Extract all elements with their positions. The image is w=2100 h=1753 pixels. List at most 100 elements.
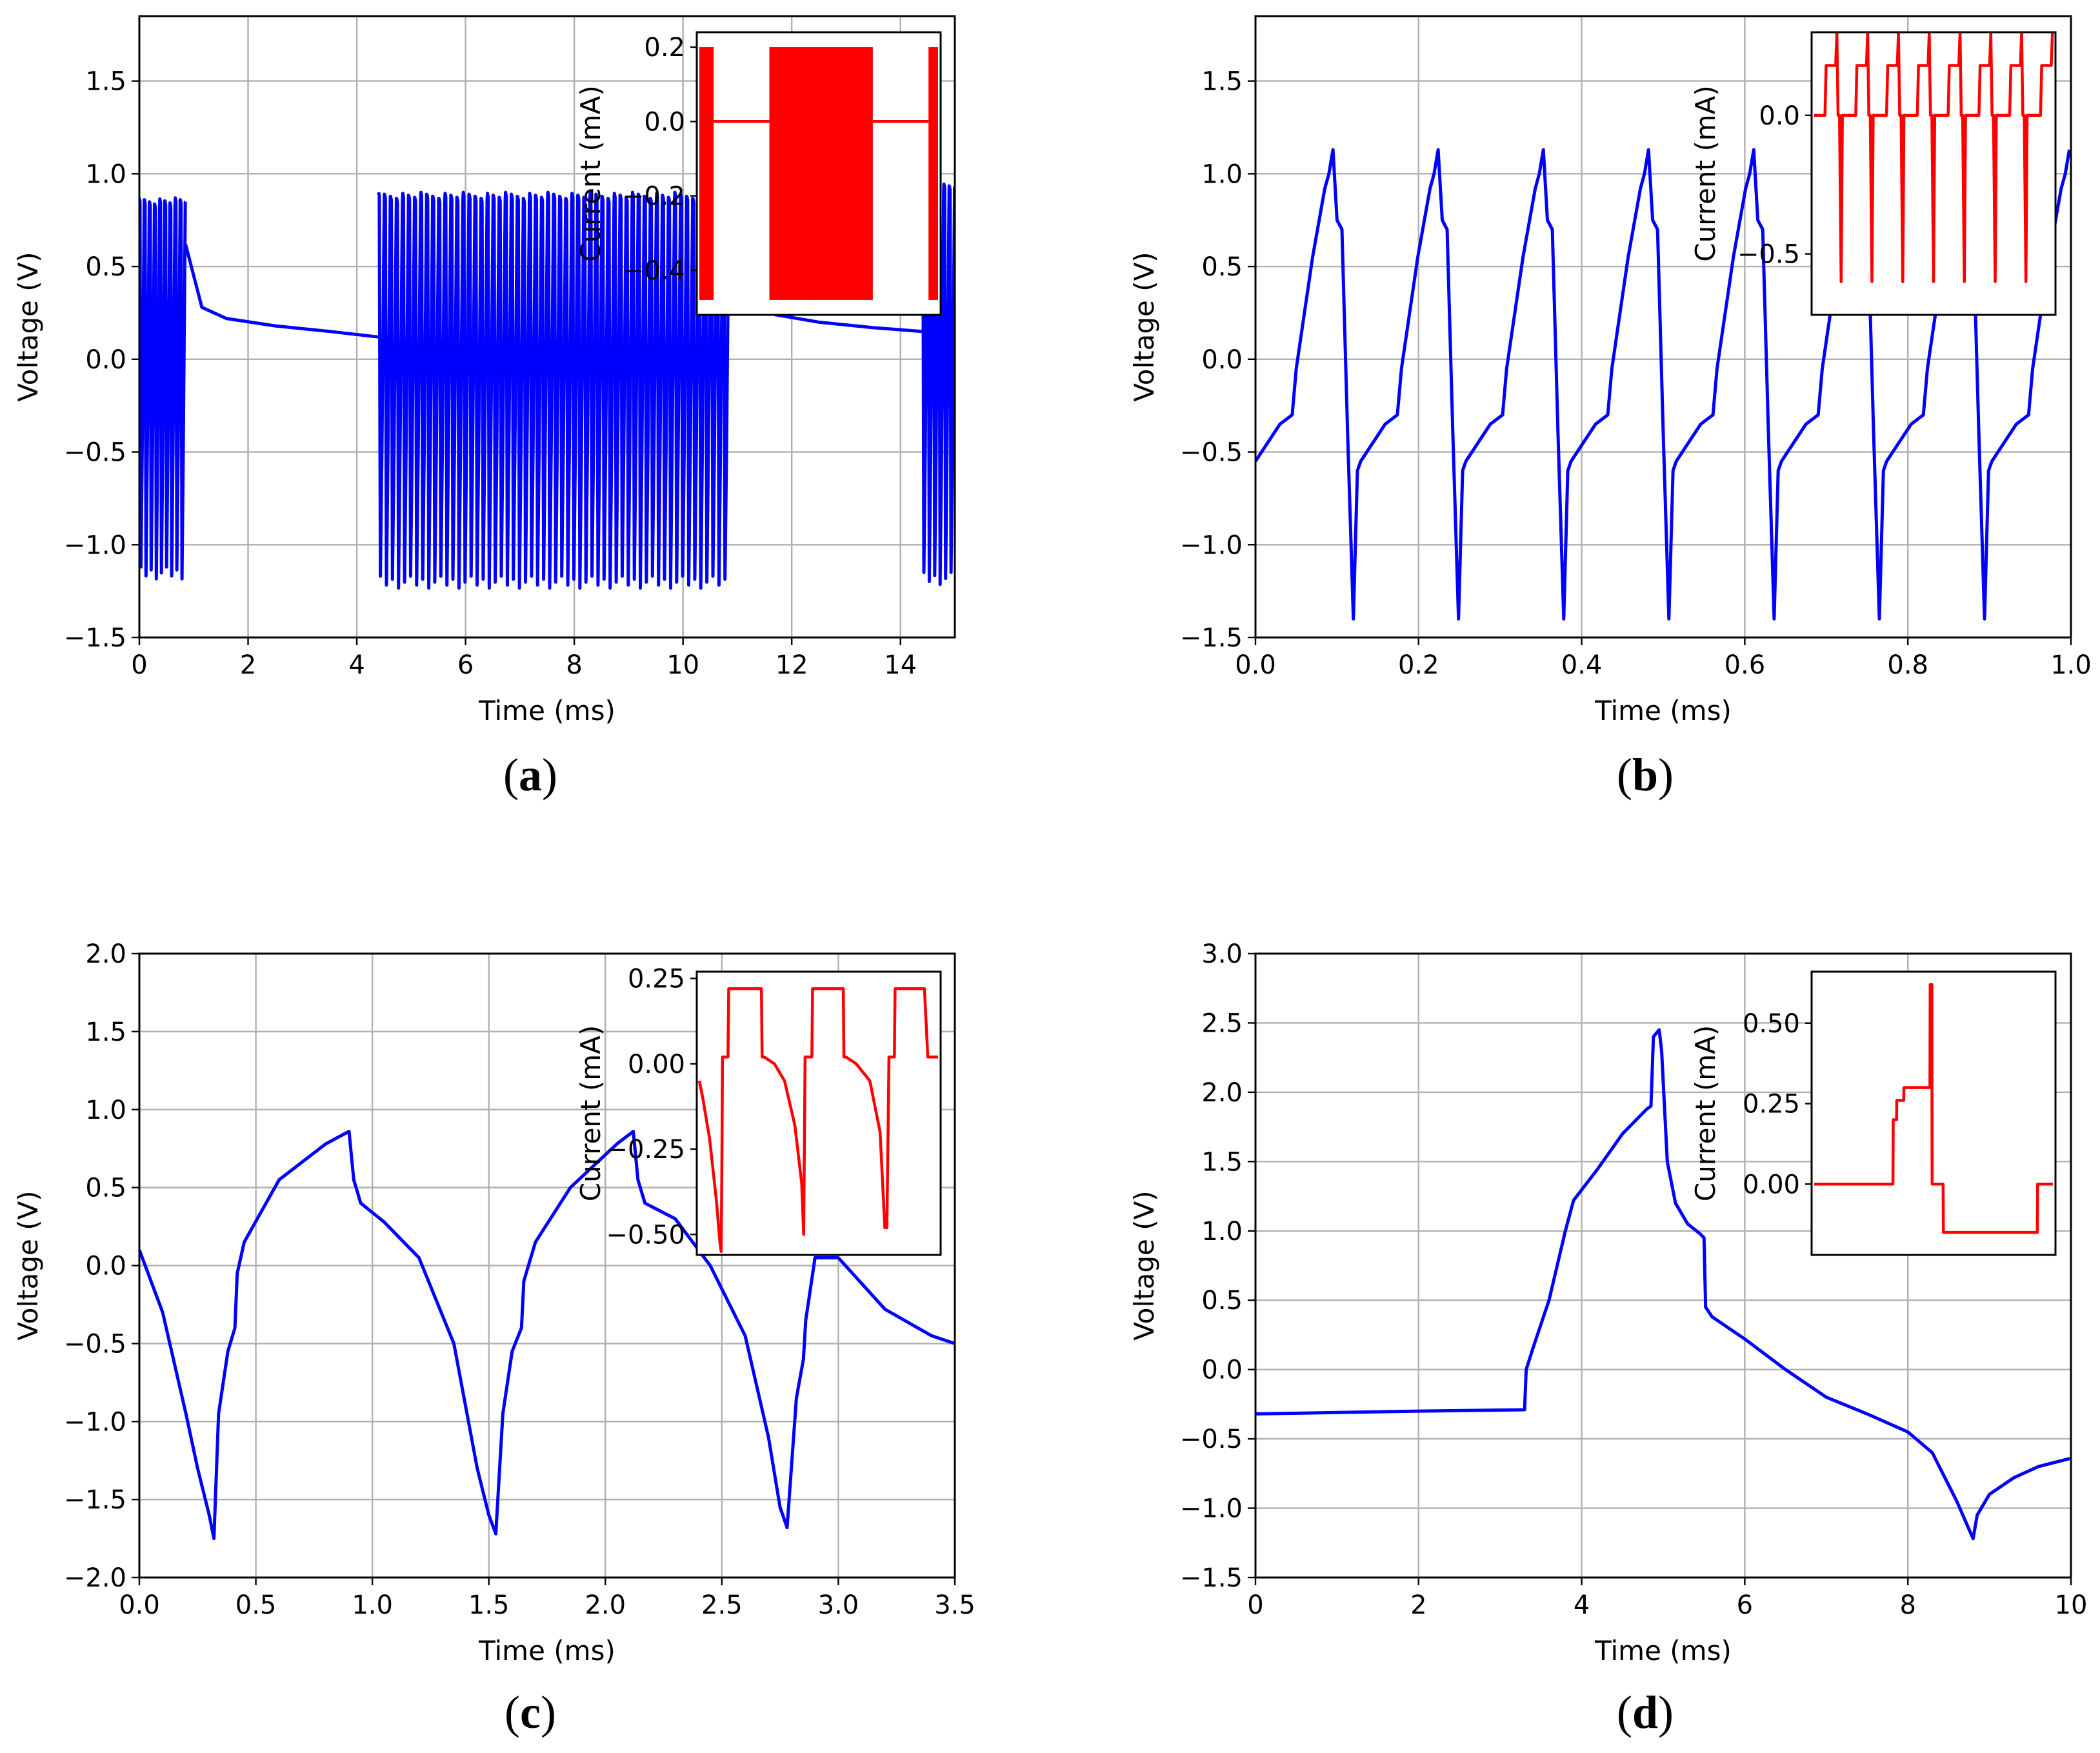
chart-panel-a: 0 2 4 6 8 10 12 14 −1.5 −1.0 −0.5 0.0 0.5 1.0 1.5 Time … bbox=[12, 15, 956, 801]
caption-close: ) bbox=[541, 1687, 556, 1738]
inset-background bbox=[1810, 970, 2057, 1256]
x-tick-label: 4 bbox=[1574, 1590, 1590, 1620]
x-axis-label: Time (ms) bbox=[478, 695, 615, 726]
y-tick-label: −1.5 bbox=[64, 623, 126, 653]
chart-panel-d: 0 2 4 6 8 10 −1.5 −1.0 −0.5 0.0 0.5 1.0 1.5 2.0 2.5 3.0… bbox=[1128, 939, 2087, 1738]
y-axis-label: Voltage (V) bbox=[1128, 1190, 1160, 1340]
caption-close: ) bbox=[1658, 1687, 1674, 1738]
inset-panel-a: 0.2 0.0 −0.2 −0.4 Current (mA) bbox=[575, 31, 942, 316]
current-band bbox=[769, 47, 873, 300]
y-tick-label: 0.5 bbox=[1201, 1286, 1243, 1316]
y-axis-label: Voltage (V) bbox=[12, 1190, 44, 1340]
x-tick-label: 1.0 bbox=[2050, 650, 2092, 680]
y-tick-label: 0.0 bbox=[1201, 1356, 1243, 1385]
y-tick-label: 0.5 bbox=[1201, 252, 1243, 282]
caption-open: ( bbox=[505, 1687, 520, 1738]
y-tick-label: 1.5 bbox=[85, 67, 126, 97]
voltage-series-line bbox=[139, 196, 187, 581]
y-axis-label: Voltage (V) bbox=[1128, 252, 1160, 401]
x-tick-label: 0.8 bbox=[1887, 650, 1928, 680]
plot-frame bbox=[138, 15, 956, 639]
y-tick-label: 2.5 bbox=[1201, 1008, 1243, 1038]
y-tick-label: 2.0 bbox=[1201, 1078, 1243, 1108]
y-tick-label: 1.5 bbox=[1201, 1147, 1243, 1177]
x-tick-label: 0.2 bbox=[1398, 650, 1439, 680]
y-tick-label: 1.5 bbox=[1201, 67, 1243, 97]
x-tick-label: 8 bbox=[1899, 1590, 1915, 1620]
caption-letter: d bbox=[1632, 1687, 1658, 1738]
voltage-series-line bbox=[184, 243, 379, 339]
y-tick-label: −1.5 bbox=[1180, 1563, 1243, 1593]
inset-y-axis-label: Current (mA) bbox=[1690, 1025, 1721, 1202]
chart-panel-b: 0.0 0.2 0.4 0.6 0.8 1.0 −1.5 −1.0 −0.5 0.0 0.5 1.0 1… bbox=[1128, 15, 2092, 801]
y-tick-label: −1.0 bbox=[1180, 530, 1243, 560]
y-tick-label: 1.0 bbox=[85, 1096, 126, 1125]
x-tick-label: 10 bbox=[666, 650, 699, 680]
y-tick-label: −0.5 bbox=[1180, 438, 1243, 468]
y-tick-label: 2.0 bbox=[85, 939, 126, 969]
inset-background bbox=[695, 970, 942, 1256]
inset-y-tick-label: 0.2 bbox=[644, 33, 685, 63]
x-tick-label: 12 bbox=[775, 650, 808, 680]
current-band bbox=[928, 47, 938, 300]
x-tick-label: 6 bbox=[1737, 1590, 1753, 1620]
y-tick-label: −0.5 bbox=[64, 438, 126, 468]
voltage-series-line bbox=[377, 190, 731, 590]
x-tick-label: 3.0 bbox=[818, 1590, 859, 1620]
x-tick-label: 0 bbox=[1247, 1590, 1263, 1620]
x-tick-label: 0.0 bbox=[119, 1590, 160, 1620]
x-tick-label: 0.5 bbox=[235, 1590, 277, 1620]
inset-y-axis-label: Current (mA) bbox=[575, 1025, 606, 1202]
caption-letter: b bbox=[1632, 749, 1658, 801]
panel-caption: (a) bbox=[503, 749, 557, 801]
y-tick-label: 0.0 bbox=[85, 345, 126, 375]
x-axis-label: Time (ms) bbox=[478, 1635, 615, 1667]
current-series-line bbox=[697, 987, 938, 1253]
inset-y-axis-label: Current (mA) bbox=[575, 85, 606, 262]
panel-caption: (c) bbox=[505, 1687, 556, 1738]
x-tick-label: 0.6 bbox=[1725, 650, 1766, 680]
caption-close: ) bbox=[542, 749, 557, 801]
x-tick-label: 8 bbox=[566, 650, 582, 680]
panel-caption: (d) bbox=[1617, 1687, 1674, 1738]
x-tick-label: 14 bbox=[884, 650, 917, 680]
inset-y-tick-label: −0.2 bbox=[623, 182, 685, 212]
caption-letter: a bbox=[519, 749, 542, 801]
y-tick-label: 0.5 bbox=[85, 1174, 126, 1203]
inset-y-tick-label: 0.25 bbox=[628, 965, 685, 994]
inset-y-tick-label: 0.25 bbox=[1743, 1090, 1800, 1119]
inset-panel-b: 0.0 −0.5 Current (mA) bbox=[1690, 31, 2057, 316]
y-tick-label: 1.0 bbox=[85, 159, 126, 189]
y-tick-label: −2.0 bbox=[64, 1563, 126, 1593]
x-tick-label: 6 bbox=[457, 650, 474, 680]
inset-y-tick-label: 0.00 bbox=[628, 1050, 685, 1079]
x-tick-label: 2.5 bbox=[701, 1590, 743, 1620]
x-tick-label: 1.5 bbox=[468, 1590, 510, 1620]
x-tick-label: 2 bbox=[1410, 1590, 1426, 1620]
current-band bbox=[699, 47, 714, 300]
inset-frame bbox=[695, 31, 942, 316]
y-tick-label: 3.0 bbox=[1201, 939, 1243, 969]
inset-panel-d: 0.50 0.25 0.00 Current (mA) bbox=[1690, 970, 2057, 1256]
x-tick-label: 0.4 bbox=[1561, 650, 1603, 680]
chart-panel-c: 0.0 0.5 1.0 1.5 2.0 2.5 3.0 3.5 −2.0 −1.5 −1.0 −0.5… bbox=[12, 939, 975, 1738]
y-tick-label: −0.5 bbox=[1180, 1425, 1243, 1454]
inset-y-tick-label: −0.4 bbox=[623, 256, 685, 286]
x-tick-label: 2.0 bbox=[585, 1590, 626, 1620]
x-tick-label: 4 bbox=[348, 650, 365, 680]
plot-frame bbox=[1254, 15, 2072, 639]
inset-y-tick-label: 0.50 bbox=[1743, 1009, 1800, 1039]
current-series-line bbox=[1814, 983, 2053, 1234]
inset-y-tick-label: 0.0 bbox=[644, 107, 685, 137]
y-tick-label: −1.5 bbox=[64, 1485, 126, 1515]
inset-frame bbox=[1810, 31, 2057, 316]
caption-open: ( bbox=[503, 749, 519, 801]
y-tick-label: −1.0 bbox=[64, 1407, 126, 1437]
y-tick-label: 1.0 bbox=[1201, 1217, 1243, 1247]
voltage-series-line bbox=[1255, 1028, 2071, 1541]
x-tick-label: 2 bbox=[240, 650, 256, 680]
inset-frame bbox=[1810, 970, 2057, 1256]
y-tick-label: −0.5 bbox=[64, 1329, 126, 1359]
